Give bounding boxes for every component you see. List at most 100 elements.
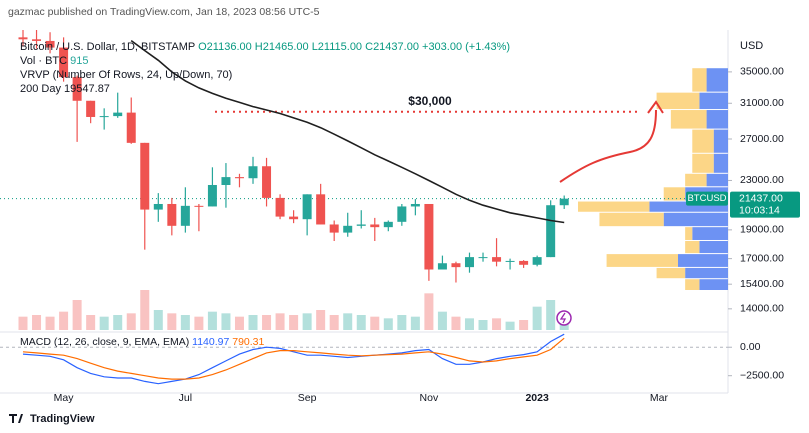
vrvp-up [706, 110, 728, 129]
volume-bar [153, 310, 163, 330]
volume-bar [194, 316, 204, 330]
vrvp-down [692, 129, 714, 153]
vrvp-down [685, 240, 700, 254]
volume-bar [32, 315, 42, 330]
macd-label: MACD (12, 26, close, 9, EMA, EMA) [20, 336, 189, 348]
volume-bar [167, 313, 177, 330]
y-tick-label: 14000.00 [740, 303, 784, 315]
currency: USD [740, 40, 763, 52]
candle-body [424, 203, 434, 270]
macd-line [22, 333, 565, 385]
volume-value: 915 [70, 55, 88, 67]
x-tick-label: Nov [420, 392, 439, 404]
vrvp-down [578, 201, 650, 212]
volume-bar [492, 318, 502, 330]
event-icon[interactable] [556, 310, 572, 326]
volume-bar [86, 315, 96, 330]
candle-body [397, 206, 407, 222]
volume-bar [505, 321, 515, 330]
y-tick-label: 19000.00 [740, 224, 784, 236]
vrvp-up [706, 173, 728, 187]
vrvp-down [656, 92, 700, 110]
volume-bar [519, 320, 529, 330]
macd-value: 1140.97 [192, 336, 229, 348]
volume-legend: Vol · BTC 915 [20, 55, 89, 67]
volume-bar [383, 318, 393, 330]
y-tick-label: 17000.00 [740, 252, 784, 264]
vrvp-down [692, 68, 707, 92]
candle-body [519, 260, 529, 265]
volume-label: Vol · BTC [20, 55, 67, 67]
y-tick-label: 31000.00 [740, 97, 784, 109]
event-icon-bolt [559, 312, 567, 324]
volume-bar [532, 306, 542, 330]
vrvp-down [663, 187, 686, 201]
annotation-text: $30,000 [408, 94, 452, 108]
volume-bar [464, 318, 474, 330]
ma-line [130, 39, 565, 224]
main-pane [0, 30, 728, 330]
candle-body [356, 224, 366, 226]
volume-bar [316, 310, 326, 330]
vrvp-legend: VRVP (Number Of Rows, 24, Up/Down, 70) [20, 69, 232, 81]
vrvp-up [699, 92, 728, 110]
volume-bar [424, 293, 434, 330]
volume-bar [45, 316, 55, 330]
candle-body [383, 221, 393, 228]
ma-legend: 200 Day 19547.87 [20, 83, 110, 95]
volume-bar [262, 315, 272, 330]
candle-body [410, 203, 420, 207]
volume-bar [370, 316, 380, 330]
volume-bar [397, 315, 407, 330]
axes: 14000.00 15400.00 17000.00 19000.00 23000.00… [54, 66, 785, 404]
candle-body [451, 263, 461, 268]
candle-body [167, 203, 177, 226]
macd-y-tick-label: −2500.00 [740, 369, 784, 381]
volume-bar [99, 316, 109, 330]
volume-bar [221, 313, 231, 330]
candle-body [45, 40, 55, 48]
vrvp-down [670, 110, 707, 129]
volume-bar [113, 315, 123, 330]
volume-bar [207, 311, 217, 330]
macd-legend: MACD (12, 26, close, 9, EMA, EMA) 1140.9… [20, 336, 265, 348]
close: C21437.00 [365, 41, 419, 53]
candle-body [329, 224, 339, 233]
vrvp-up [649, 201, 728, 212]
ma-value: 19547.87 [64, 83, 110, 95]
candle-body [59, 47, 69, 78]
volume-bar [410, 316, 420, 330]
candle-body [275, 197, 285, 217]
macd-line [22, 337, 565, 380]
countdown-text: 10:03:14 [739, 204, 780, 216]
legend-line: Bitcoin / U.S. Dollar, 1D, BITSTAMP O211… [20, 41, 510, 53]
macd-pane [0, 333, 728, 385]
volume-bar [437, 311, 447, 330]
volume-bar [234, 316, 244, 330]
x-tick-label: 2023 [525, 392, 549, 404]
footer: TradingView [30, 413, 95, 425]
vrvp-up [678, 254, 728, 267]
candle-body [559, 198, 569, 206]
candle-body [113, 112, 123, 117]
candle-body [99, 116, 109, 118]
candle-body [248, 166, 258, 179]
arrow-head [647, 100, 664, 114]
volume-bar [248, 315, 258, 330]
change: +303.00 (+1.43%) [422, 41, 510, 53]
logo [9, 414, 23, 423]
candle-body [140, 142, 150, 210]
candle-body [86, 100, 96, 117]
candle-body [492, 257, 502, 262]
vrvp-down [685, 227, 693, 240]
vrvp-up [663, 212, 728, 227]
y-tick-label: 23000.00 [740, 174, 784, 186]
vrvp-up [713, 129, 728, 153]
candle-body [532, 257, 542, 265]
x-tick-label: Jul [179, 392, 192, 404]
macd-y-tick-label: 0.00 [740, 341, 761, 353]
price-badge [730, 191, 800, 218]
high: H21465.00 [255, 41, 309, 53]
candle-body [234, 177, 244, 179]
